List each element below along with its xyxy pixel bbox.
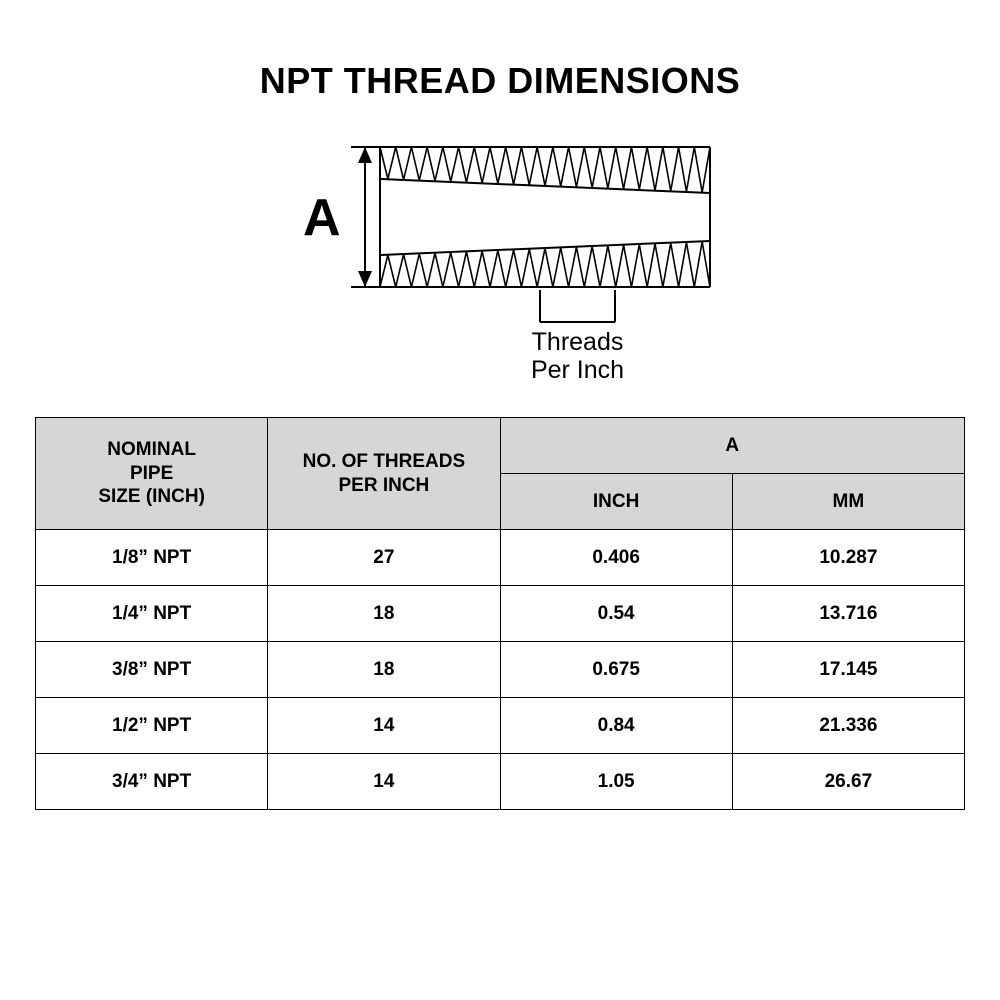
cell-mm: 26.67 — [732, 754, 964, 810]
col-group-a: A — [500, 418, 965, 474]
cell-size: 1/4” NPT — [36, 586, 268, 642]
cell-mm: 21.336 — [732, 698, 964, 754]
cell-tpi: 14 — [268, 754, 500, 810]
cell-inch: 0.406 — [500, 530, 732, 586]
table-row: 3/4” NPT141.0526.67 — [36, 754, 965, 810]
cell-size: 3/4” NPT — [36, 754, 268, 810]
table-row: 1/2” NPT140.8421.336 — [36, 698, 965, 754]
cell-inch: 0.84 — [500, 698, 732, 754]
text: NO. OF THREADS — [303, 451, 466, 472]
cell-inch: 1.05 — [500, 754, 732, 810]
cell-tpi: 18 — [268, 586, 500, 642]
cell-tpi: 14 — [268, 698, 500, 754]
text: SIZE (INCH) — [98, 486, 205, 507]
page: NPT THREAD DIMENSIONS A ThreadsPer Inch N… — [0, 0, 1000, 810]
thread-diagram: A ThreadsPer Inch — [35, 127, 965, 387]
table-header: NOMINAL PIPE SIZE (INCH) NO. OF THREADS … — [36, 418, 965, 530]
cell-mm: 10.287 — [732, 530, 964, 586]
table-row: 1/4” NPT180.5413.716 — [36, 586, 965, 642]
cell-tpi: 18 — [268, 642, 500, 698]
cell-mm: 13.716 — [732, 586, 964, 642]
col-threads-per-inch: NO. OF THREADS PER INCH — [268, 418, 500, 530]
col-a-mm: MM — [732, 474, 964, 530]
text: PER INCH — [338, 475, 429, 496]
cell-inch: 0.54 — [500, 586, 732, 642]
table-row: 1/8” NPT270.40610.287 — [36, 530, 965, 586]
page-title: NPT THREAD DIMENSIONS — [35, 60, 965, 102]
cell-size: 1/8” NPT — [36, 530, 268, 586]
text: NOMINAL — [107, 439, 196, 460]
table-body: 1/8” NPT270.40610.2871/4” NPT180.5413.71… — [36, 530, 965, 810]
svg-text:Per Inch: Per Inch — [531, 356, 624, 384]
cell-mm: 17.145 — [732, 642, 964, 698]
cell-size: 3/8” NPT — [36, 642, 268, 698]
col-nominal-pipe-size: NOMINAL PIPE SIZE (INCH) — [36, 418, 268, 530]
dimensions-table: NOMINAL PIPE SIZE (INCH) NO. OF THREADS … — [35, 417, 965, 810]
thread-diagram-svg: A ThreadsPer Inch — [220, 127, 780, 387]
table-row: 3/8” NPT180.67517.145 — [36, 642, 965, 698]
svg-text:Threads: Threads — [532, 328, 624, 356]
col-a-inch: INCH — [500, 474, 732, 530]
cell-tpi: 27 — [268, 530, 500, 586]
text: PIPE — [130, 463, 173, 484]
svg-text:A: A — [303, 189, 341, 247]
cell-inch: 0.675 — [500, 642, 732, 698]
cell-size: 1/2” NPT — [36, 698, 268, 754]
